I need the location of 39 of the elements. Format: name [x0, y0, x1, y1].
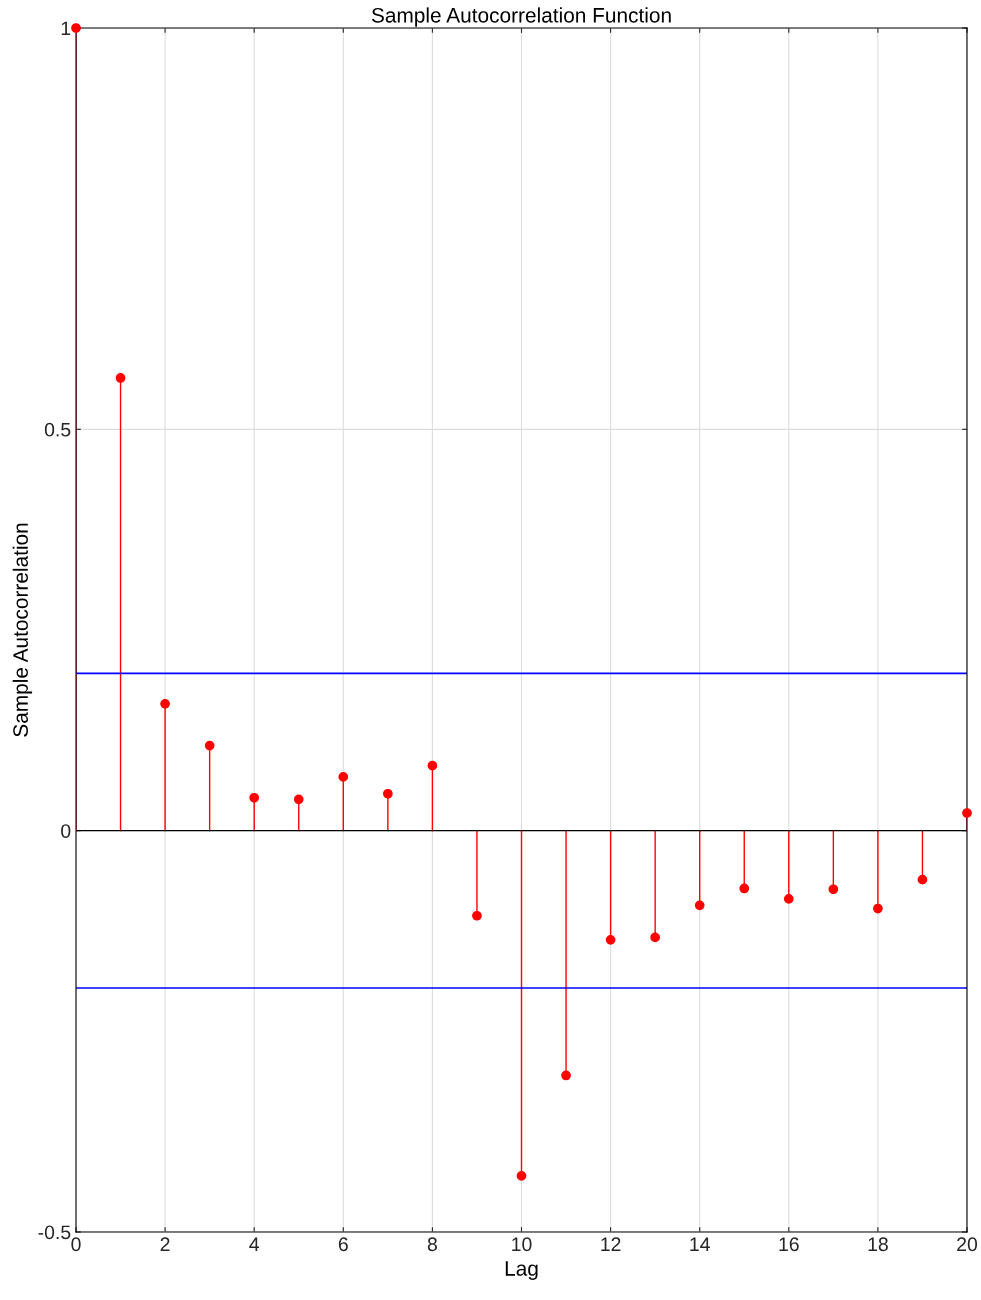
- point: [516, 1170, 527, 1181]
- point: [115, 373, 126, 383]
- x-tick-label: 4: [249, 1237, 260, 1251]
- point: [873, 903, 883, 914]
- x-tick-label: 8: [427, 1237, 437, 1252]
- x-tick-label: 20: [957, 1237, 978, 1252]
- x-tick-label: 18: [868, 1237, 888, 1252]
- y-tick-label: 0: [61, 824, 71, 838]
- point: [605, 934, 616, 945]
- x-tick-label: 12: [601, 1237, 621, 1251]
- y-tick-label: 0.5: [44, 422, 71, 437]
- y-tick-label: 1: [61, 21, 71, 36]
- point: [828, 884, 839, 895]
- x-tick-label: 10: [512, 1237, 532, 1252]
- point: [249, 792, 260, 803]
- point: [427, 760, 438, 771]
- x-tick-label: 14: [690, 1237, 710, 1251]
- point: [160, 698, 170, 709]
- point: [71, 23, 81, 33]
- y-axis-title: Sample Autocorrelation: [12, 523, 33, 737]
- point: [338, 772, 349, 782]
- y-tick-label: -0.5: [38, 1225, 71, 1240]
- point: [783, 894, 794, 904]
- x-tick-label: 2: [160, 1237, 170, 1251]
- point: [204, 740, 215, 751]
- point: [293, 794, 304, 805]
- point: [382, 788, 393, 799]
- x-tick-label: 0: [71, 1237, 81, 1252]
- point: [650, 932, 661, 943]
- x-axis-title: Lag: [505, 1261, 538, 1280]
- point: [917, 874, 928, 885]
- point: [694, 900, 705, 911]
- point: [561, 1070, 571, 1081]
- x-tick-label: 16: [779, 1237, 799, 1252]
- point: [962, 808, 972, 818]
- x-tick-label: 6: [338, 1237, 348, 1252]
- point: [739, 883, 750, 894]
- chart-title: Sample Autocorrelation Function: [371, 7, 671, 27]
- point: [472, 910, 482, 921]
